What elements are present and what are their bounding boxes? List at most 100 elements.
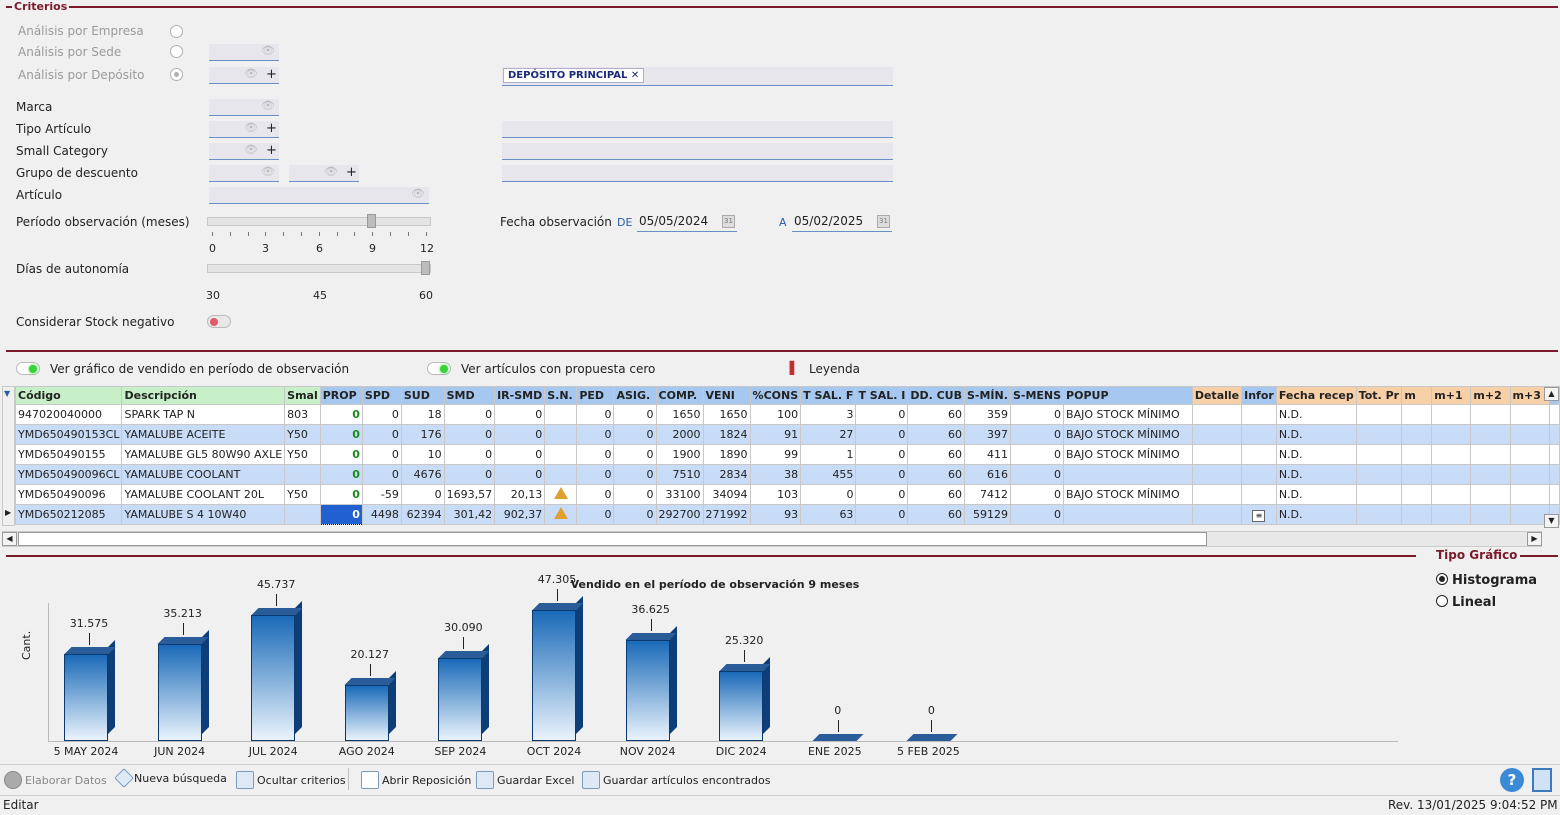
table-cell[interactable]: 60 [907, 464, 965, 485]
table-cell[interactable]: 60 [907, 504, 965, 525]
add-small-category-button[interactable]: + [266, 143, 277, 158]
table-cell[interactable]: 1900 [655, 444, 704, 465]
abrir-reposicion-button[interactable]: Abrir Reposición [361, 771, 471, 789]
table-cell[interactable]: 0 [1009, 464, 1065, 485]
column-header[interactable]: DD. CUB [907, 386, 965, 405]
table-cell[interactable]: 0 [319, 444, 363, 465]
table-cell[interactable]: 1650 [702, 404, 751, 425]
table-cell[interactable]: 0 [361, 464, 402, 485]
table-cell[interactable] [284, 504, 321, 525]
table-cell[interactable]: BAJO STOCK MÍNIMO [1063, 424, 1193, 445]
binoculars-icon[interactable]: 👁 [261, 44, 275, 57]
ocultar-criterios-button[interactable]: Ocultar criterios [236, 771, 346, 789]
table-cell[interactable]: 0 [361, 444, 402, 465]
chart-icon[interactable]: ▐ [785, 361, 795, 375]
table-cell[interactable]: 0 [855, 444, 909, 465]
table-cell[interactable]: 33100 [655, 484, 704, 505]
table-cell[interactable]: 0 [855, 464, 909, 485]
deposito-field[interactable] [209, 67, 279, 84]
table-cell[interactable] [1470, 484, 1511, 505]
column-header[interactable]: SPD [361, 386, 402, 405]
table-row[interactable]: YMD650490155 YAMALUBE GL5 80W90 AXLE Y50 0 0… [14, 444, 1560, 465]
table-row[interactable]: YMD650490096CL YAMALUBE COOLANT 0 0 4676 0 0 0 0… [14, 464, 1560, 485]
table-cell[interactable] [1063, 464, 1193, 485]
table-cell[interactable]: 0 [361, 404, 402, 425]
table-cell[interactable]: 27 [800, 424, 857, 445]
table-cell[interactable]: N.D. [1275, 464, 1357, 485]
table-cell[interactable]: 0 [613, 484, 657, 505]
table-cell[interactable]: 1650 [655, 404, 704, 425]
table-cell[interactable] [1548, 444, 1560, 465]
table-cell[interactable]: 103 [749, 484, 802, 505]
table-cell[interactable] [544, 444, 578, 465]
column-header[interactable]: m [1401, 386, 1433, 405]
table-cell[interactable]: 0 [494, 424, 546, 445]
table-cell[interactable]: 0 [576, 424, 615, 445]
table-cell[interactable]: 803 [284, 404, 321, 425]
table-cell[interactable]: 0 [576, 504, 615, 525]
table-cell[interactable]: 271992 [702, 504, 751, 525]
periodo-slider-thumb[interactable] [367, 214, 376, 228]
table-cell[interactable]: 7510 [655, 464, 704, 485]
table-cell[interactable]: Y50 [284, 484, 321, 505]
table-cell[interactable] [1401, 464, 1433, 485]
marca-field[interactable] [209, 99, 279, 116]
analisis-deposito-radio[interactable] [170, 68, 183, 81]
table-row[interactable]: YMD650212085 YAMALUBE S 4 10W40 0 4498 62394… [14, 504, 1560, 525]
table-cell[interactable]: 0 [1009, 424, 1065, 445]
table-cell[interactable]: 947020040000 [14, 404, 123, 425]
table-cell[interactable] [1241, 424, 1277, 445]
add-tipo-articulo-button[interactable]: + [266, 121, 277, 136]
fecha-hasta-input[interactable]: 05/02/2025 [792, 214, 892, 232]
column-header[interactable]: COMP. [655, 386, 704, 405]
table-cell[interactable] [1355, 444, 1403, 465]
table-cell[interactable] [1509, 484, 1550, 505]
table-row[interactable]: YMD650490096 YAMALUBE COOLANT 20L Y50 0 -59 0… [14, 484, 1560, 505]
grupo-descuento-field-2[interactable] [289, 165, 359, 182]
table-cell[interactable] [1355, 464, 1403, 485]
table-cell[interactable] [1191, 484, 1243, 505]
periodo-slider[interactable] [207, 217, 431, 226]
table-cell[interactable]: YMD650490096CL [14, 464, 123, 485]
table-cell[interactable]: 0 [1009, 484, 1065, 505]
grupo-descuento-selection-field[interactable] [502, 165, 893, 182]
table-cell[interactable]: -59 [361, 484, 402, 505]
calendar-icon[interactable]: 31 [877, 215, 890, 228]
table-cell[interactable]: 93 [749, 504, 802, 525]
table-cell[interactable]: 301,42 [443, 504, 496, 525]
table-cell[interactable] [1401, 444, 1433, 465]
table-cell[interactable] [1548, 464, 1560, 485]
table-row[interactable]: YMD650490153CL YAMALUBE ACEITE Y50 0 0 176 0 0 0… [14, 424, 1560, 445]
table-cell[interactable] [1470, 404, 1511, 425]
small-category-field[interactable] [209, 143, 279, 160]
table-cell[interactable] [1431, 484, 1472, 505]
table-cell[interactable]: 20,13 [494, 484, 546, 505]
tipo-articulo-field[interactable] [209, 121, 279, 138]
table-cell[interactable]: 359 [964, 404, 1011, 425]
table-cell[interactable]: 0 [800, 484, 857, 505]
analisis-empresa-radio[interactable] [170, 25, 183, 38]
column-header[interactable]: PED [576, 386, 615, 405]
table-cell[interactable]: 60 [907, 484, 965, 505]
table-cell[interactable]: 0 [576, 404, 615, 425]
table-cell[interactable]: N.D. [1275, 444, 1357, 465]
table-cell[interactable]: 0 [613, 504, 657, 525]
table-cell[interactable]: 0 [1009, 504, 1065, 525]
table-cell[interactable]: YAMALUBE ACEITE [121, 424, 286, 445]
table-cell[interactable]: 0 [361, 424, 402, 445]
column-header[interactable]: POPUP [1063, 386, 1193, 405]
table-cell[interactable] [1401, 504, 1433, 525]
table-cell[interactable]: 0 [576, 464, 615, 485]
scroll-right-button[interactable]: ▶ [1527, 532, 1542, 546]
table-cell[interactable]: 902,37 [494, 504, 546, 525]
table-cell[interactable] [544, 424, 578, 445]
table-cell[interactable]: 0 [319, 404, 363, 425]
binoculars-icon[interactable]: 👁 [244, 67, 258, 80]
table-cell[interactable]: 2834 [702, 464, 751, 485]
dias-autonomia-slider-thumb[interactable] [421, 261, 430, 275]
table-cell[interactable] [1241, 484, 1277, 505]
table-cell[interactable]: YMD650490155 [14, 444, 123, 465]
table-cell[interactable]: 397 [964, 424, 1011, 445]
table-cell[interactable] [284, 464, 321, 485]
table-cell[interactable]: 0 [443, 444, 496, 465]
